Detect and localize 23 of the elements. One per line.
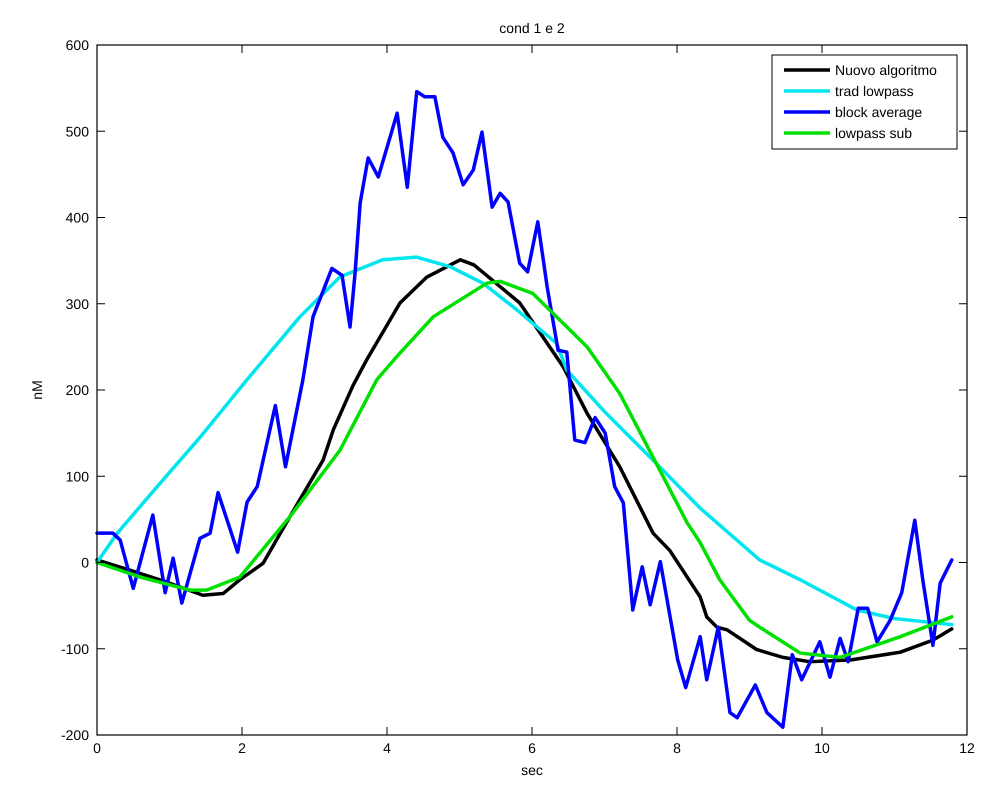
legend-label: Nuovo algoritmo (835, 62, 938, 78)
x-tick-label: 12 (959, 740, 975, 756)
x-tick-label: 10 (814, 740, 830, 756)
x-axis-title: sec (521, 762, 543, 778)
y-tick-label: 600 (66, 37, 90, 53)
y-tick-label: 500 (66, 123, 90, 140)
legend-label: block average (835, 104, 922, 120)
legend-label: lowpass sub (835, 125, 912, 141)
y-tick-label: 0 (81, 554, 90, 570)
x-tick-label: 4 (383, 740, 392, 756)
x-tick-label: 8 (673, 740, 682, 756)
y-tick-label: 100 (66, 468, 90, 484)
y-tick-label: -100 (60, 640, 90, 657)
y-axis-title: nM (29, 380, 45, 400)
y-tick-label: -200 (60, 727, 90, 743)
x-tick-label: 2 (238, 740, 246, 756)
y-tick-label: 400 (66, 210, 90, 226)
legend-label: trad lowpass (835, 83, 914, 99)
y-tick-label: 300 (66, 296, 90, 312)
y-tick-label: 200 (66, 382, 90, 398)
x-tick-label: 0 (93, 740, 102, 756)
x-tick-label: 6 (528, 740, 536, 756)
chart-title: cond 1 e 2 (499, 20, 565, 36)
